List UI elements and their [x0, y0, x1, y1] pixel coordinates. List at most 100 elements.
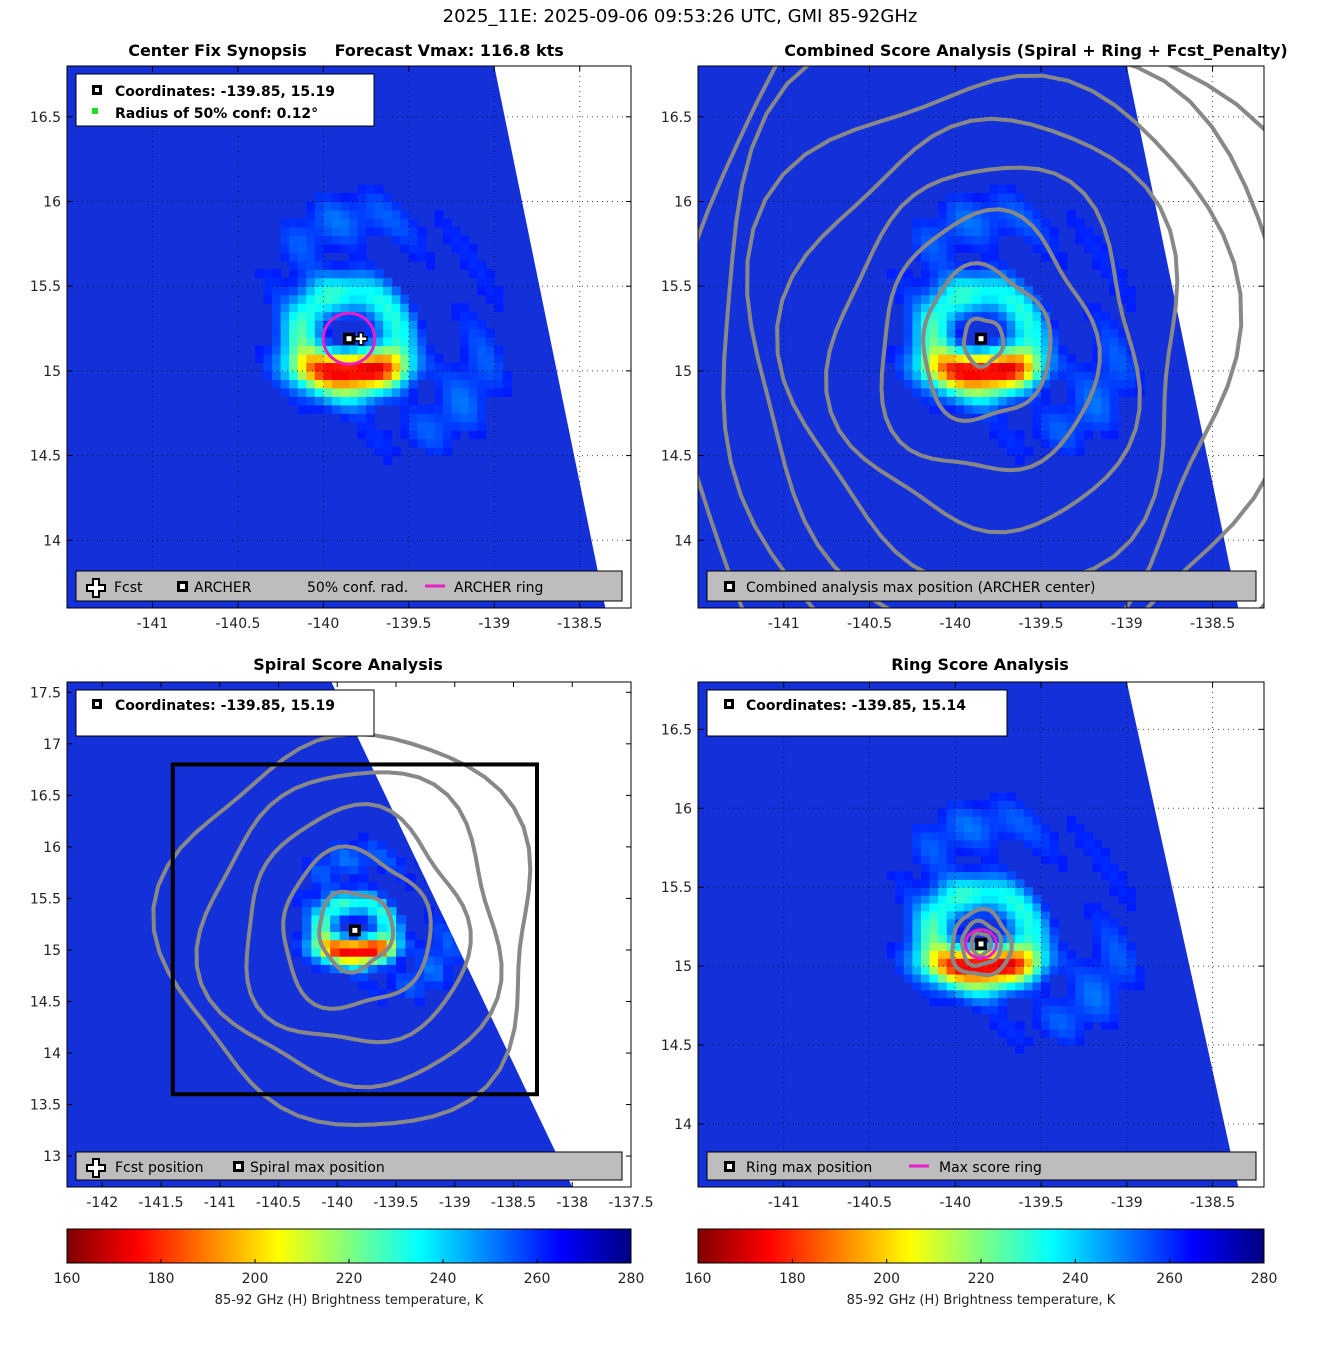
- tb-cell: [929, 337, 939, 347]
- tb-cell: [367, 931, 378, 941]
- tb-cell: [963, 966, 973, 975]
- tb-cell: [981, 226, 991, 236]
- tb-cell: [323, 210, 333, 220]
- tb-cell: [297, 387, 307, 397]
- tb-cell: [314, 286, 324, 296]
- tb-cell: [297, 303, 307, 313]
- panel-title-center-fix: Center Fix Synopsis Forecast Vmax: 116.8…: [128, 41, 564, 60]
- tb-cell: [1023, 303, 1034, 313]
- tb-cell: [331, 269, 341, 279]
- tb-cell: [1109, 950, 1119, 959]
- tb-cell: [424, 947, 435, 957]
- tb-cell: [306, 404, 316, 414]
- tb-cell: [972, 879, 982, 888]
- tb-cell: [955, 201, 965, 211]
- axes-frame: [66, 681, 632, 1188]
- tb-cell: [289, 269, 299, 279]
- tb-cell: [1118, 871, 1128, 880]
- tb-cell: [1075, 831, 1085, 841]
- tb-cell: [330, 873, 341, 883]
- tb-cell: [1083, 370, 1094, 380]
- tb-cell: [963, 863, 973, 872]
- info-box-frame: [75, 689, 375, 737]
- tb-cell: [1015, 430, 1025, 440]
- tb-cell: [374, 303, 384, 313]
- tb-cell: [1083, 379, 1094, 389]
- tb-cell: [1118, 337, 1128, 347]
- tb-cell: [357, 243, 367, 253]
- tb-cell: [297, 328, 307, 338]
- tb-cell: [443, 947, 453, 957]
- tb-cell: [1032, 981, 1042, 991]
- tb-cell: [981, 277, 991, 287]
- tb-cell: [460, 337, 470, 347]
- tb-cell: [1058, 362, 1068, 372]
- tb-cell: [929, 863, 939, 872]
- score-contour: [950, 906, 1014, 978]
- tb-cell: [374, 294, 384, 304]
- tb-cell: [1041, 1029, 1051, 1038]
- tb-cell: [460, 396, 470, 406]
- tb-cell: [921, 269, 931, 279]
- tb-cell: [1041, 1005, 1051, 1014]
- tb-cell: [989, 879, 999, 888]
- tb-cell: [494, 370, 504, 380]
- tb-cell: [400, 430, 410, 440]
- axes-frame: [697, 681, 1265, 1188]
- tb-cell: [340, 226, 350, 236]
- tb-cell: [895, 370, 905, 380]
- tb-cell: [895, 345, 905, 355]
- tb-cell: [921, 887, 931, 896]
- tb-cell: [921, 396, 931, 406]
- tb-cell: [374, 184, 384, 194]
- tb-cell: [998, 863, 1008, 872]
- tb-cell: [972, 269, 982, 279]
- tb-cell: [400, 396, 410, 406]
- tb-cell: [938, 902, 948, 912]
- tb-cell: [1101, 413, 1111, 423]
- tb-cell: [1006, 974, 1016, 983]
- tb-cell: [1023, 1037, 1034, 1046]
- tb-cell: [297, 286, 307, 296]
- tb-cell: [1109, 430, 1119, 440]
- tb-cell: [912, 303, 922, 313]
- tb-cell: [1032, 824, 1042, 833]
- tb-cell: [1083, 831, 1094, 841]
- tb-cell: [1041, 966, 1051, 975]
- tb-cell: [1006, 353, 1016, 363]
- tb-cell: [903, 277, 913, 287]
- tb-cell: [946, 370, 956, 380]
- tb-cell: [938, 243, 948, 253]
- tb-cell: [989, 396, 999, 406]
- tb-cell: [998, 879, 1008, 888]
- tb-cell: [400, 218, 410, 228]
- tb-cell: [921, 252, 931, 262]
- tb-cell: [366, 269, 376, 279]
- x-tick-label: -140.5: [215, 616, 260, 632]
- tb-cell: [1101, 950, 1111, 959]
- tb-cell: [302, 956, 312, 965]
- tb-cell: [955, 320, 965, 330]
- tb-cell: [938, 303, 948, 313]
- tb-cell: [1066, 404, 1076, 414]
- info-coordinates: Coordinates: -139.85, 15.19: [115, 698, 335, 714]
- tb-cell: [408, 404, 418, 414]
- tb-cell: [358, 840, 369, 850]
- tb-cell: [263, 353, 273, 363]
- tb-cell: [358, 881, 369, 891]
- tb-cell: [358, 980, 369, 990]
- tb-cell: [998, 413, 1008, 423]
- tb-cell: [1049, 438, 1059, 448]
- tb-cell: [339, 881, 350, 891]
- tb-cell: [494, 286, 504, 296]
- tb-cell: [1032, 303, 1042, 313]
- tb-cell: [1006, 269, 1016, 279]
- panel-spiral: Spiral Score Analysis -142 -141.5 -141 -140…: [30, 655, 654, 1211]
- legend-ring-max: Ring max position: [746, 1160, 872, 1176]
- tb-cell: [1006, 193, 1016, 203]
- tb-cell: [998, 193, 1008, 203]
- tb-cell: [1075, 966, 1085, 975]
- tb-cell: [340, 311, 350, 321]
- tb-cell: [323, 328, 333, 338]
- tb-cell: [1075, 1005, 1085, 1014]
